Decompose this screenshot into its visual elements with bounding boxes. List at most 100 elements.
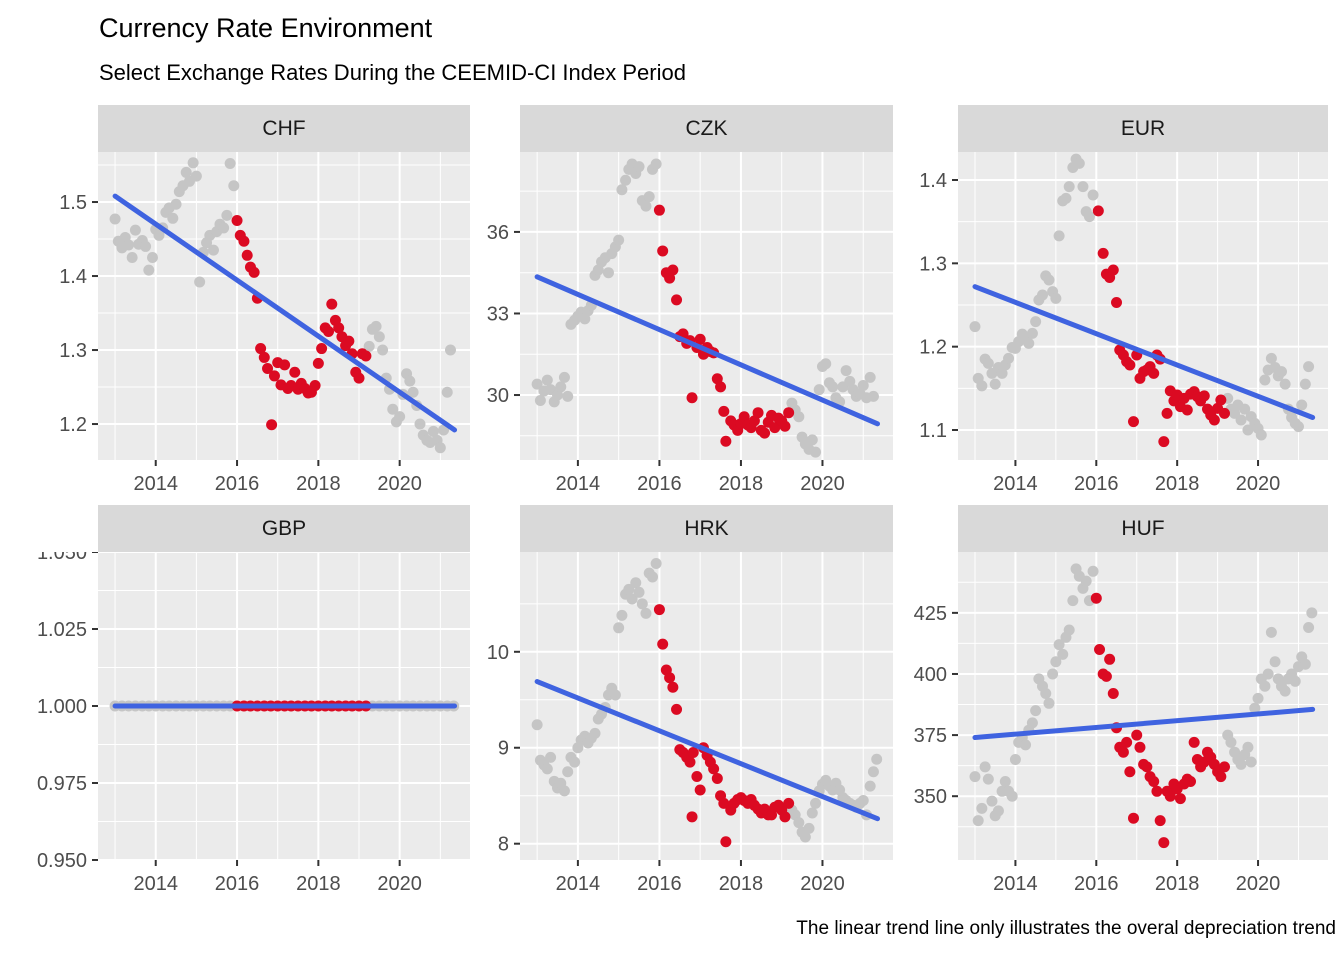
data-point-outside-period xyxy=(109,213,121,225)
facet-panel-chf: 2014 2016 2018 2020 1.5 1.4 1.3 1.2 xyxy=(59,152,470,495)
data-point-outside-period xyxy=(140,240,152,252)
data-point-outside-period xyxy=(373,331,385,343)
data-point-outside-period xyxy=(541,763,553,775)
data-point-outside-period xyxy=(793,411,805,423)
y-axis-tick-label: 0.950 xyxy=(37,850,87,872)
facet-strip-chf: CHF xyxy=(98,105,470,152)
y-axis-tick-label: 425 xyxy=(914,603,947,625)
data-point-outside-period xyxy=(1087,565,1099,577)
data-point-outside-period xyxy=(1067,595,1079,607)
data-point-index-period xyxy=(667,681,679,693)
x-axis-tick-label: 2020 xyxy=(800,873,845,895)
data-point-outside-period xyxy=(1026,327,1038,339)
data-point-outside-period xyxy=(992,805,1004,817)
y-axis-tick-label: 36 xyxy=(487,222,509,244)
data-point-index-period xyxy=(1097,247,1109,259)
data-point-outside-period xyxy=(1275,366,1287,378)
data-point-index-period xyxy=(248,266,260,278)
data-point-outside-period xyxy=(1225,736,1237,748)
data-point-index-period xyxy=(309,380,321,392)
data-point-index-period xyxy=(769,422,781,434)
data-point-outside-period xyxy=(1026,717,1038,729)
x-axis-tick-label: 2020 xyxy=(377,873,422,895)
data-point-outside-period xyxy=(1242,741,1254,753)
data-point-index-period xyxy=(779,811,791,823)
facet-panel-eur: 2014 2016 2018 2020 1.4 1.3 1.2 1.1 xyxy=(919,152,1328,495)
y-axis-tick-label: 1.3 xyxy=(59,340,87,362)
data-point-index-period xyxy=(266,419,278,431)
data-point-index-period xyxy=(1100,670,1112,682)
data-point-outside-period xyxy=(1259,374,1271,386)
data-point-outside-period xyxy=(1252,692,1264,704)
trend-line xyxy=(112,193,458,433)
data-point-outside-period xyxy=(976,802,988,814)
data-point-index-period xyxy=(694,784,706,796)
data-point-outside-period xyxy=(1235,758,1247,770)
data-point-index-period xyxy=(671,703,683,715)
data-point-outside-period xyxy=(1047,668,1059,680)
data-point-index-period xyxy=(262,363,274,375)
data-point-outside-period xyxy=(602,267,614,279)
data-point-outside-period xyxy=(650,558,662,570)
data-point-index-period xyxy=(268,370,280,382)
data-point-outside-period xyxy=(558,785,570,797)
data-point-index-period xyxy=(1208,414,1220,426)
data-point-index-period xyxy=(694,333,706,345)
data-point-index-period xyxy=(231,215,243,227)
data-point-index-period xyxy=(718,797,730,809)
x-axis-tick-label: 2018 xyxy=(719,873,764,895)
data-point-outside-period xyxy=(126,252,138,264)
data-point-outside-period xyxy=(1073,157,1085,169)
data-point-outside-period xyxy=(1077,181,1089,193)
panel-background xyxy=(520,152,893,460)
data-point-index-period xyxy=(1161,407,1173,419)
y-axis-tick-label: 33 xyxy=(487,303,509,325)
data-point-outside-period xyxy=(394,411,406,423)
data-point-outside-period xyxy=(840,365,852,377)
data-point-index-period xyxy=(343,335,355,347)
data-point-index-period xyxy=(241,249,253,261)
x-axis-tick-label: 2016 xyxy=(215,473,260,495)
data-point-index-period xyxy=(715,381,727,393)
data-point-outside-period xyxy=(1306,607,1318,619)
data-point-outside-period xyxy=(218,222,230,234)
data-point-outside-period xyxy=(194,276,206,288)
facet-strip-czk: CZK xyxy=(520,105,893,152)
y-axis-tick-label: 350 xyxy=(914,786,947,808)
data-point-index-period xyxy=(1094,644,1106,656)
data-point-index-period xyxy=(1215,771,1227,783)
data-point-outside-period xyxy=(414,418,426,430)
data-point-index-period xyxy=(686,392,698,404)
data-point-index-period xyxy=(238,235,250,247)
data-point-outside-period xyxy=(146,252,158,264)
data-point-outside-period xyxy=(857,380,869,392)
panel-background xyxy=(958,152,1328,460)
data-point-outside-period xyxy=(1009,754,1021,766)
data-point-outside-period xyxy=(972,815,984,827)
data-point-outside-period xyxy=(1050,292,1062,304)
x-axis-tick-label: 2014 xyxy=(556,473,601,495)
data-point-outside-period xyxy=(1043,697,1055,709)
data-point-outside-period xyxy=(810,797,822,809)
data-point-outside-period xyxy=(799,831,811,843)
data-point-index-period xyxy=(664,672,676,684)
data-point-outside-period xyxy=(867,390,879,402)
data-point-outside-period xyxy=(976,380,988,392)
data-point-index-period xyxy=(1104,653,1116,665)
data-point-outside-period xyxy=(1050,656,1062,668)
data-point-index-period xyxy=(1141,761,1153,773)
data-point-outside-period xyxy=(1265,626,1277,638)
data-point-outside-period xyxy=(613,622,625,634)
data-point-outside-period xyxy=(857,795,869,807)
x-axis-tick-label: 2020 xyxy=(1236,873,1281,895)
x-axis-tick-label: 2018 xyxy=(719,473,764,495)
data-point-index-period xyxy=(1131,729,1143,741)
data-point-outside-period xyxy=(531,719,543,731)
data-point-index-period xyxy=(1117,746,1129,758)
x-axis-tick-label: 2018 xyxy=(1155,873,1200,895)
data-point-index-period xyxy=(279,359,291,371)
data-point-outside-period xyxy=(1043,274,1055,286)
data-point-index-period xyxy=(1218,407,1230,419)
y-axis-tick-label: 400 xyxy=(914,664,947,686)
x-axis-tick-label: 2018 xyxy=(296,873,341,895)
